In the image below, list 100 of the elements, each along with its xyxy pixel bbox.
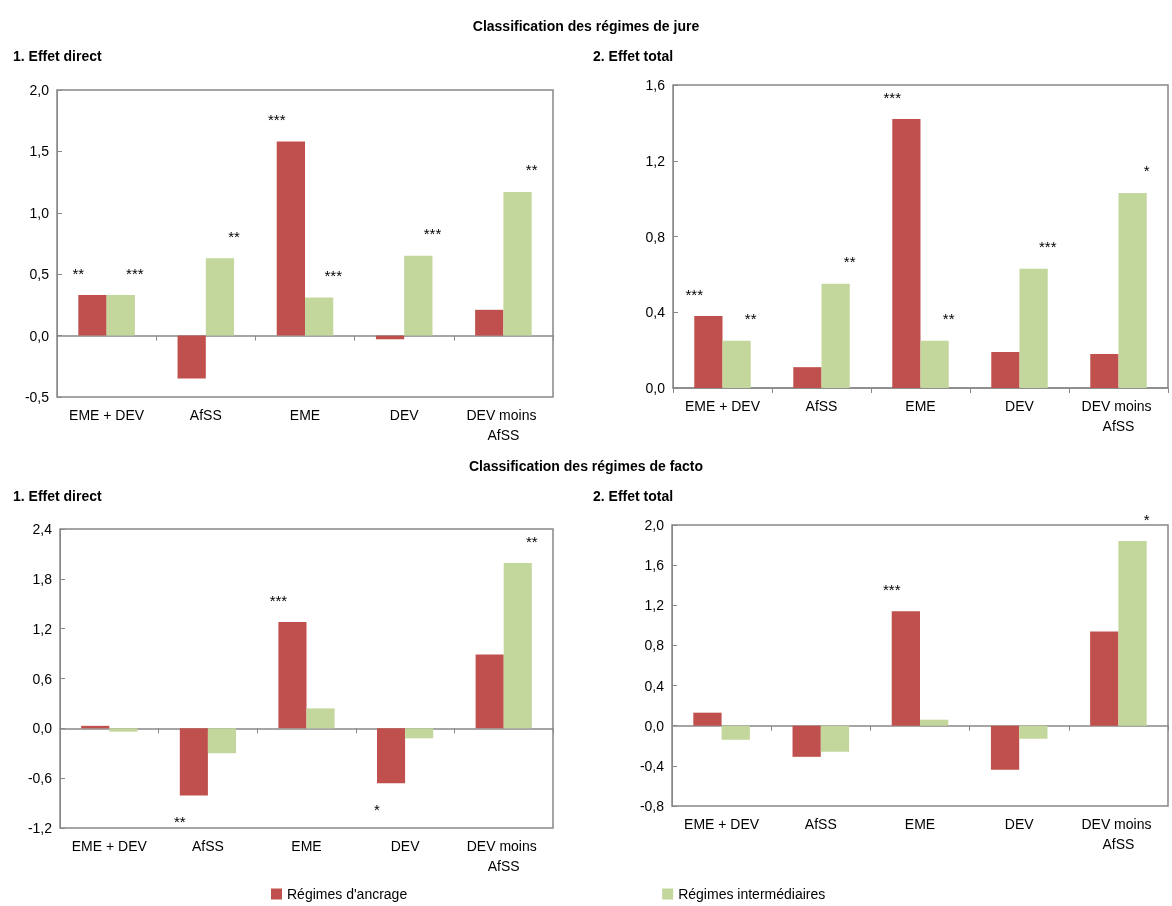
bar bbox=[306, 708, 335, 729]
bar bbox=[503, 563, 532, 729]
bar bbox=[920, 719, 949, 726]
bar bbox=[991, 352, 1020, 388]
bar bbox=[475, 309, 504, 336]
bar bbox=[891, 611, 920, 726]
y-tick-label: 0,0 bbox=[645, 380, 666, 396]
x-tick-label: AfSS bbox=[804, 816, 837, 832]
x-tick-label: AfSS bbox=[805, 398, 838, 414]
annotation: *** bbox=[883, 88, 902, 106]
y-tick-label: 2,0 bbox=[644, 517, 665, 533]
y-tick-label: 1,2 bbox=[644, 597, 665, 614]
chart-title: 1. Effet direct bbox=[13, 488, 103, 504]
annotation: *** bbox=[324, 267, 343, 285]
bar bbox=[78, 295, 107, 336]
annotation: ** bbox=[525, 532, 538, 550]
annotation: *** bbox=[882, 580, 901, 598]
bar bbox=[405, 728, 434, 739]
y-tick-label: -1,2 bbox=[27, 820, 53, 836]
y-tick-label: 0,6 bbox=[32, 670, 53, 687]
y-tick-label: 1,2 bbox=[32, 620, 53, 637]
bar bbox=[821, 283, 850, 388]
x-tick-label: EME bbox=[289, 407, 321, 423]
bar bbox=[278, 622, 307, 729]
annotation: *** bbox=[126, 264, 144, 282]
bar bbox=[693, 712, 722, 726]
annotation: ** bbox=[173, 813, 186, 831]
x-tick-label: EME bbox=[905, 398, 936, 414]
annotation: ** bbox=[72, 264, 85, 282]
bar bbox=[205, 258, 235, 336]
bar bbox=[1090, 631, 1119, 726]
annotation: * bbox=[1143, 162, 1150, 180]
annotation: *** bbox=[685, 285, 704, 303]
y-tick-label: 1,6 bbox=[644, 557, 665, 574]
bar bbox=[276, 141, 305, 336]
x-tick-label: DEV moins AfSS bbox=[1081, 398, 1156, 434]
legend-label: Régimes intermédiaires bbox=[678, 886, 826, 902]
text: Classification des régimes de jure bbox=[471, 18, 701, 34]
bar bbox=[1118, 541, 1147, 726]
bar bbox=[109, 728, 138, 732]
annotation: *** bbox=[269, 591, 288, 609]
bar bbox=[1019, 268, 1048, 388]
annotation: ** bbox=[744, 310, 757, 328]
y-tick-label: -0,5 bbox=[24, 389, 50, 405]
y-tick-label: 1,2 bbox=[645, 152, 666, 169]
bar bbox=[179, 728, 208, 796]
y-tick-label: -0,6 bbox=[27, 770, 53, 787]
y-tick-label: 0,4 bbox=[645, 304, 666, 321]
x-tick-label: DEV moins AfSS bbox=[1081, 816, 1156, 852]
bar bbox=[722, 340, 751, 388]
y-tick-label: -0,8 bbox=[639, 798, 665, 814]
bar bbox=[1090, 353, 1119, 388]
bar bbox=[1019, 725, 1048, 739]
bar bbox=[892, 119, 921, 388]
annotation: *** bbox=[267, 111, 286, 129]
text: Classification des régimes de facto bbox=[467, 458, 705, 474]
bar bbox=[305, 297, 334, 336]
x-tick-label: DEV moins AfSS bbox=[466, 838, 541, 874]
y-tick-label: 2,4 bbox=[32, 521, 53, 537]
annotation: *** bbox=[1038, 238, 1057, 256]
bar bbox=[792, 725, 821, 757]
bar bbox=[990, 725, 1020, 770]
x-tick-label: EME + DEV bbox=[684, 816, 760, 832]
bar bbox=[503, 191, 532, 336]
y-tick-label: 1,6 bbox=[645, 77, 666, 93]
legend-label: Régimes d'ancrage bbox=[287, 886, 408, 902]
annotation: ** bbox=[843, 253, 856, 271]
annotation: ** bbox=[525, 161, 538, 179]
bar bbox=[177, 335, 206, 379]
y-tick-label: -0,4 bbox=[639, 757, 665, 774]
annotation: ** bbox=[228, 227, 241, 245]
y-tick-label: 0,5 bbox=[29, 266, 50, 283]
bar bbox=[1118, 192, 1147, 388]
x-tick-label: AfSS bbox=[191, 838, 224, 854]
annotation: * bbox=[1143, 510, 1150, 528]
y-tick-label: 0,8 bbox=[644, 637, 665, 654]
x-tick-label: EME + DEV bbox=[684, 398, 761, 414]
x-tick-label: AfSS bbox=[189, 407, 222, 423]
y-tick-label: 0,0 bbox=[644, 717, 665, 734]
chart-title: 2. Effet total bbox=[593, 488, 674, 504]
x-tick-label: EME bbox=[904, 816, 936, 832]
y-tick-label: 1,5 bbox=[29, 143, 50, 160]
annotation: * bbox=[374, 800, 381, 818]
bar bbox=[475, 654, 504, 729]
bar bbox=[793, 367, 822, 388]
bar bbox=[207, 728, 236, 754]
chart-title: 1. Effet direct bbox=[13, 48, 103, 64]
x-tick-label: EME bbox=[291, 838, 322, 854]
y-tick-label: 0,0 bbox=[32, 720, 53, 737]
x-tick-label: EME + DEV bbox=[69, 407, 145, 423]
bar bbox=[721, 725, 750, 740]
x-tick-label: DEV bbox=[1005, 398, 1035, 414]
y-tick-label: 1,0 bbox=[29, 204, 50, 221]
bar bbox=[106, 295, 135, 336]
y-tick-label: 2,0 bbox=[29, 82, 50, 98]
bar bbox=[377, 728, 406, 784]
bar bbox=[820, 725, 850, 752]
bar bbox=[920, 340, 949, 388]
annotation: ** bbox=[942, 310, 955, 328]
x-tick-label: DEV bbox=[390, 838, 421, 854]
